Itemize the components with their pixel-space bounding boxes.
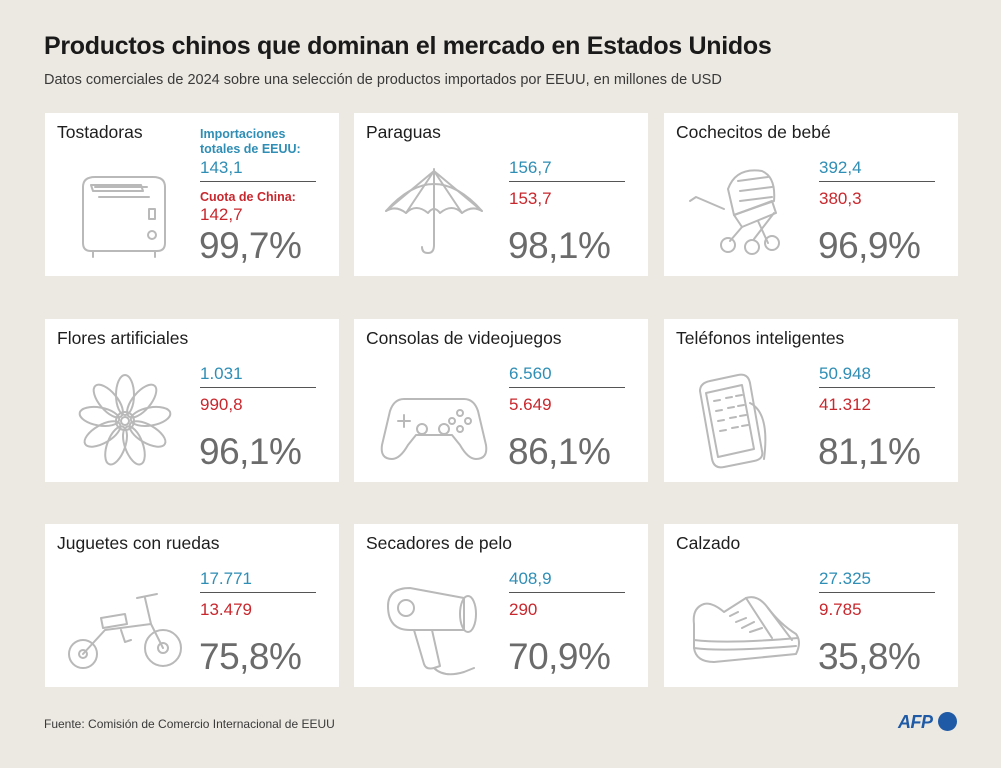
- product-card-juguetes: Juguetes con ruedas 17.771 13.479 75,8%: [45, 524, 339, 687]
- divider: [509, 387, 625, 388]
- divider: [819, 387, 935, 388]
- china-share-value: 5.649: [509, 395, 552, 414]
- percent-value: 70,9%: [508, 636, 611, 677]
- total-imports-value: 156,7: [509, 158, 552, 177]
- china-share-value: 380,3: [819, 189, 862, 208]
- china-share-value: 41.312: [819, 395, 871, 414]
- china-share-value: 13.479: [200, 600, 252, 619]
- tricycle-icon: [65, 568, 185, 678]
- source-note: Fuente: Comisión de Comercio Internacion…: [44, 717, 335, 731]
- hairdryer-icon: [374, 568, 494, 678]
- divider: [200, 387, 316, 388]
- chart-title: Productos chinos que dominan el mercado …: [44, 32, 772, 60]
- china-share-value: 290: [509, 600, 538, 619]
- divider: [819, 181, 935, 182]
- product-name: Teléfonos inteligentes: [676, 328, 845, 348]
- divider: [819, 592, 935, 593]
- gamepad-icon: [374, 363, 494, 473]
- china-share-value: 990,8: [200, 395, 243, 414]
- flower-icon: [65, 363, 185, 473]
- total-imports-value: 408,9: [509, 569, 552, 588]
- percent-value: 96,9%: [818, 225, 921, 266]
- total-imports-value: 17.771: [200, 569, 252, 588]
- umbrella-icon: [374, 157, 494, 267]
- divider: [200, 592, 316, 593]
- product-card-flores: Flores artificiales 1.031 990,8 96,1%: [45, 319, 339, 482]
- product-name: Consolas de videojuegos: [366, 328, 562, 348]
- total-imports-value: 143,1: [200, 158, 243, 177]
- toaster-icon: [65, 157, 185, 267]
- afp-logo-icon: AFP: [898, 710, 960, 736]
- percent-value: 96,1%: [199, 431, 302, 472]
- percent-value: 99,7%: [199, 225, 302, 266]
- product-name: Secadores de pelo: [366, 533, 512, 553]
- chart-subtitle: Datos comerciales de 2024 sobre una sele…: [44, 72, 722, 88]
- product-name: Paraguas: [366, 122, 441, 142]
- divider: [509, 592, 625, 593]
- legend-total-label: Importaciones totales de EEUU:: [200, 127, 301, 156]
- divider: [509, 181, 625, 182]
- divider: [200, 181, 316, 182]
- logo-text: AFP: [898, 712, 933, 732]
- product-card-calzado: Calzado 27.325 9.785 35,8%: [664, 524, 958, 687]
- percent-value: 81,1%: [818, 431, 921, 472]
- china-share-value: 142,7: [200, 205, 243, 224]
- product-name: Juguetes con ruedas: [57, 533, 220, 553]
- percent-value: 86,1%: [508, 431, 611, 472]
- product-card-paraguas: Paraguas 156,7 153,7 98,1%: [354, 113, 648, 276]
- product-card-tostadoras: Tostadoras Importaciones totales de EEUU…: [45, 113, 339, 276]
- total-imports-value: 50.948: [819, 364, 871, 383]
- total-imports-value: 6.560: [509, 364, 552, 383]
- percent-value: 75,8%: [199, 636, 302, 677]
- percent-value: 98,1%: [508, 225, 611, 266]
- legend-china-label: Cuota de China:: [200, 190, 296, 204]
- percent-value: 35,8%: [818, 636, 921, 677]
- product-card-secadores: Secadores de pelo 408,9 290 70,9%: [354, 524, 648, 687]
- product-card-consolas: Consolas de videojuegos 6.560 5.649 86,1…: [354, 319, 648, 482]
- product-name: Flores artificiales: [57, 328, 189, 348]
- sneaker-icon: [684, 568, 804, 678]
- product-name: Cochecitos de bebé: [676, 122, 831, 142]
- smartphone-icon: [684, 363, 804, 473]
- china-share-value: 153,7: [509, 189, 552, 208]
- total-imports-value: 392,4: [819, 158, 862, 177]
- logo-dot: [938, 712, 957, 731]
- product-card-cochecitos: Cochecitos de bebé 392,4 380,3 96,9%: [664, 113, 958, 276]
- total-imports-value: 27.325: [819, 569, 871, 588]
- china-share-value: 9.785: [819, 600, 862, 619]
- product-name: Tostadoras: [57, 122, 143, 142]
- product-name: Calzado: [676, 533, 741, 553]
- stroller-icon: [684, 157, 804, 267]
- product-card-telefonos: Teléfonos inteligentes 50.948 41.312 81,…: [664, 319, 958, 482]
- total-imports-value: 1.031: [200, 364, 243, 383]
